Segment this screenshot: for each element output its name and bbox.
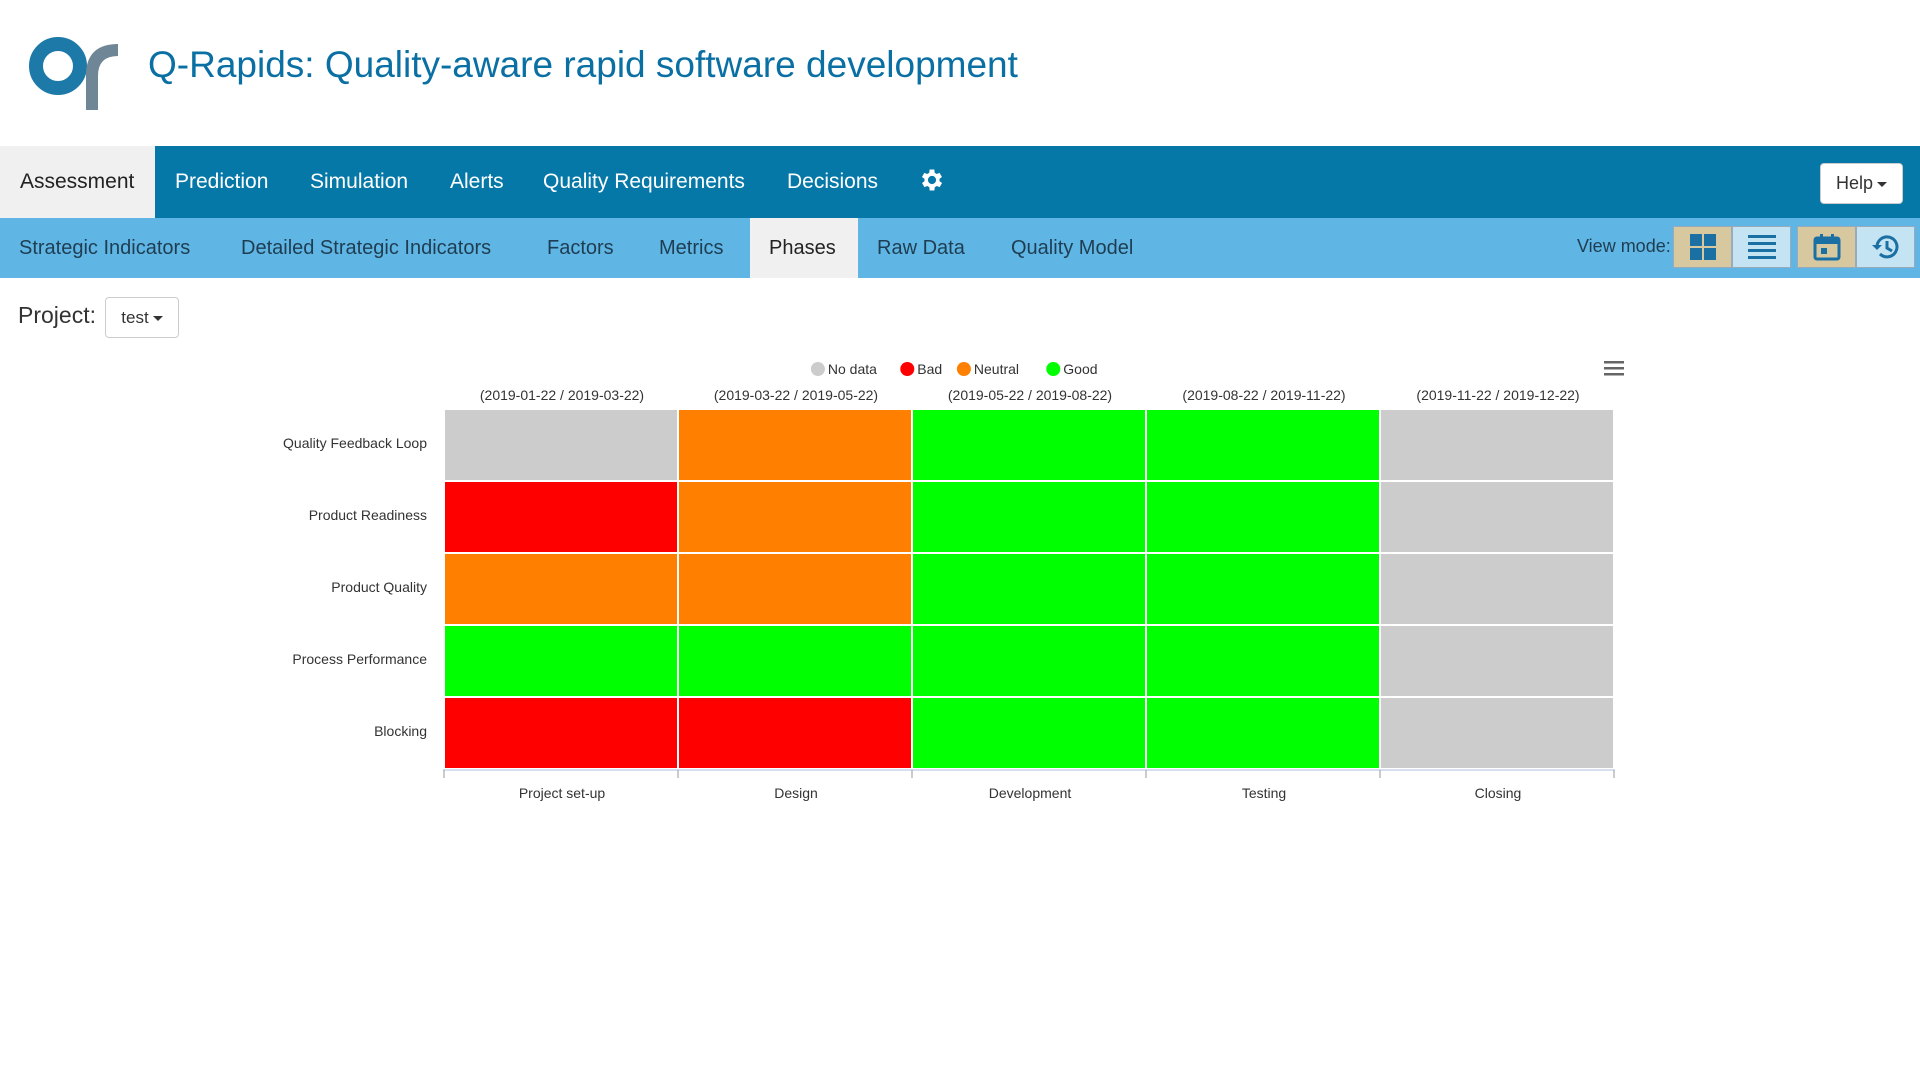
heatmap-cell-quality-feedback-loop-closing: [1381, 410, 1613, 480]
legend-label-bad: Bad: [917, 361, 942, 377]
heatmap-cell-product-readiness-project-set-up: [445, 482, 677, 552]
history-icon: [1871, 235, 1898, 259]
help-label: Help: [1835, 173, 1874, 193]
legend-label-no-data: No data: [828, 361, 877, 377]
caret-down-icon: [1877, 181, 1888, 187]
tab-detailed-strategic-indicators[interactable]: Detailed Strategic Indicators: [241, 237, 492, 259]
indicator-label-quality-feedback-loop: Quality Feedback Loop: [283, 435, 427, 451]
caret-down-icon: [152, 316, 163, 322]
heatmap-cell-product-readiness-design: [679, 482, 911, 552]
legend-marker-bad: [900, 362, 915, 376]
heatmap-cell-quality-feedback-loop-project-set-up: [445, 410, 677, 480]
gear-icon[interactable]: [918, 166, 946, 194]
heatmap-cell-blocking-testing: [1147, 698, 1379, 768]
nav-item-assessment[interactable]: Assessment: [0, 146, 155, 218]
indicator-label-product-quality: Product Quality: [331, 579, 427, 595]
nav-item-alerts[interactable]: Alerts: [450, 170, 504, 193]
period-label: (2019-08-22 / 2019-11-22): [1182, 387, 1345, 403]
heatmap-cell-process-performance-closing: [1381, 626, 1613, 696]
period-label: (2019-01-22 / 2019-03-22): [480, 387, 644, 403]
heatmap-cell-quality-feedback-loop-testing: [1147, 410, 1379, 480]
phase-label-testing: Testing: [1242, 785, 1286, 801]
tab-strategic-indicators[interactable]: Strategic Indicators: [19, 237, 191, 259]
heatmap-cell-product-quality-testing: [1147, 554, 1379, 624]
nav-item-decisions[interactable]: Decisions: [787, 170, 879, 193]
nav-item-prediction[interactable]: Prediction: [175, 170, 269, 193]
phase-label-development: Development: [989, 785, 1072, 801]
heatmap-cell-product-readiness-testing: [1147, 482, 1379, 552]
legend-marker-neutral: [956, 362, 971, 376]
indicator-label-product-readiness: Product Readiness: [309, 507, 427, 523]
hamburger-icon[interactable]: [1604, 361, 1624, 376]
phase-label-design: Design: [774, 785, 818, 801]
x-axis: Project set-up Design Development Testing Cl…: [443, 769, 1615, 801]
period-label: (2019-05-22 / 2019-08-22): [948, 387, 1112, 403]
legend-marker-good: [1046, 362, 1061, 376]
calendar-icon: [1813, 234, 1840, 261]
phase-label-closing: Closing: [1475, 785, 1522, 801]
tab-quality-model[interactable]: Quality Model: [1011, 237, 1134, 259]
heatmap-cell-process-performance-development: [913, 626, 1145, 696]
heatmap-cell-blocking-project-set-up: [445, 698, 677, 768]
tab-factors[interactable]: Factors: [547, 237, 614, 259]
project-select[interactable]: test: [105, 297, 179, 338]
help-button[interactable]: Help: [1820, 163, 1903, 204]
period-label: (2019-11-22 / 2019-12-22): [1416, 387, 1579, 403]
phases-heatmap: No data Bad Neutral Good (2019-01-22 / 2019…: [283, 361, 1624, 801]
indicator-label-process-performance: Process Performance: [292, 651, 427, 667]
heatmap-cell-process-performance-design: [679, 626, 911, 696]
phase-label-project-set-up: Project set-up: [519, 785, 606, 801]
view-calendar-button[interactable]: [1797, 226, 1856, 268]
heatmap-cell-product-quality-design: [679, 554, 911, 624]
heatmap-cell-process-performance-testing: [1147, 626, 1379, 696]
view-mode-label: View mode:: [1577, 236, 1671, 256]
nav-item-quality-requirements[interactable]: Quality Requirements: [543, 170, 745, 193]
view-history-button[interactable]: [1856, 226, 1915, 268]
nav-item-simulation[interactable]: Simulation: [310, 170, 409, 193]
q-rapids-logo: [29, 37, 118, 110]
view-list-button[interactable]: [1732, 226, 1791, 268]
heatmap-cell-process-performance-project-set-up: [445, 626, 677, 696]
app-title: Q-Rapids: Quality-aware rapid software d…: [148, 44, 1018, 85]
legend-marker-no-data: [810, 362, 825, 376]
heatmap-cell-product-readiness-development: [913, 482, 1145, 552]
tab-phases[interactable]: Phases: [750, 218, 858, 278]
legend-label-neutral: Neutral: [974, 361, 1019, 377]
header: Q-Rapids: Quality-aware rapid software d…: [0, 0, 1920, 146]
heatmap-cells: [445, 410, 1613, 768]
sub-nav: Strategic Indicators Detailed Strategic …: [0, 218, 1920, 278]
period-labels: (2019-01-22 / 2019-03-22) (2019-03-22 / 2…: [480, 387, 1580, 403]
indicator-label-blocking: Blocking: [374, 723, 427, 739]
heatmap-cell-product-quality-project-set-up: [445, 554, 677, 624]
heatmap-cell-product-quality-closing: [1381, 554, 1613, 624]
heatmap-cell-blocking-development: [913, 698, 1145, 768]
chart-legend: No data Bad Neutral Good: [810, 361, 1098, 377]
list-icon: [1747, 235, 1776, 259]
period-label: (2019-03-22 / 2019-05-22): [714, 387, 878, 403]
heatmap-cell-blocking-design: [679, 698, 911, 768]
main-nav: Assessment Prediction Simulation Alerts …: [0, 146, 1920, 218]
tab-metrics[interactable]: Metrics: [659, 237, 724, 259]
project-select-value: test: [121, 308, 149, 327]
indicator-labels: Quality Feedback Loop Product Readiness Pr…: [283, 435, 427, 739]
heatmap-cell-product-readiness-closing: [1381, 482, 1613, 552]
heatmap-cell-blocking-closing: [1381, 698, 1613, 768]
heatmap-cell-quality-feedback-loop-development: [913, 410, 1145, 480]
view-grid-button[interactable]: [1673, 226, 1732, 268]
heatmap-cell-product-quality-development: [913, 554, 1145, 624]
legend-label-good: Good: [1063, 361, 1097, 377]
tab-raw-data[interactable]: Raw Data: [877, 237, 965, 259]
project-label: Project:: [18, 302, 96, 328]
grid-icon: [1689, 234, 1716, 260]
heatmap-cell-quality-feedback-loop-design: [679, 410, 911, 480]
